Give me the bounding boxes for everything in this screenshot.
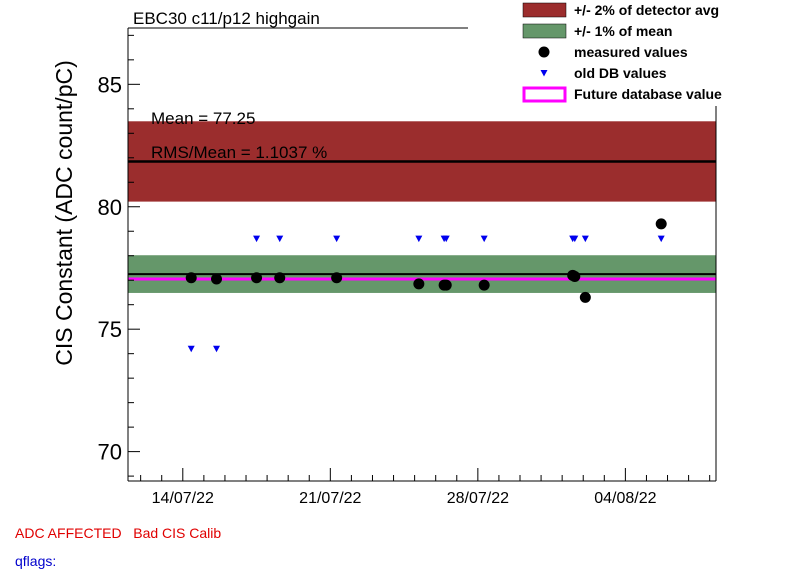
- legend-label: +/- 2% of detector avg: [574, 2, 719, 18]
- old-db-point: [442, 235, 450, 243]
- old-db-point: [213, 345, 221, 353]
- flags-text: ADC AFFECTED Bad CIS Calib: [15, 525, 222, 541]
- rms-annotation: RMS/Mean = 1.1037 %: [151, 143, 327, 162]
- y-tick-label: 80: [98, 195, 122, 220]
- measured-point: [413, 278, 425, 290]
- measured-point: [331, 272, 343, 284]
- measured-point: [251, 272, 263, 284]
- measured-point: [211, 273, 223, 285]
- old-db-point: [581, 235, 589, 243]
- y-tick-label: 75: [98, 317, 122, 342]
- x-tick-label: 28/07/22: [447, 490, 509, 507]
- qflags-text: qflags:: [15, 553, 57, 569]
- old-db-point: [187, 345, 195, 353]
- old-db-point: [415, 235, 423, 243]
- measured-point: [274, 272, 286, 284]
- measured-point: [185, 272, 197, 284]
- legend-label: Future database value: [574, 86, 722, 102]
- legend-label: measured values: [574, 44, 688, 60]
- y-tick-label: 70: [98, 440, 122, 465]
- reference-lines: [128, 160, 716, 281]
- measured-point: [478, 279, 490, 291]
- x-tick-label: 21/07/22: [299, 490, 361, 507]
- legend-swatch: [522, 86, 567, 103]
- legend-swatch: [522, 2, 567, 18]
- legend-swatch: [522, 23, 567, 39]
- x-tick-label: 04/08/22: [594, 490, 656, 507]
- legend-marker: [540, 70, 548, 77]
- old-db-point: [333, 235, 341, 243]
- x-tick-label: 14/07/22: [152, 490, 214, 507]
- measured-point: [655, 218, 667, 230]
- old-db-point: [276, 235, 284, 243]
- old-db-point: [253, 235, 261, 243]
- chart-title: EBC30 c11/p12 highgain: [133, 9, 320, 28]
- y-axis-label: CIS Constant (ADC count/pC): [51, 60, 77, 366]
- y-tick-label: 85: [98, 72, 122, 97]
- old-db-point: [657, 235, 665, 243]
- old-db-point: [571, 235, 579, 243]
- mean-annotation: Mean = 77.25: [151, 109, 255, 128]
- measured-point: [569, 271, 581, 283]
- legend-background: [468, 0, 751, 106]
- legend-label: old DB values: [574, 65, 667, 81]
- legend: +/- 2% of detector avg +/- 1% of mean meas…: [468, 0, 751, 106]
- measured-point: [440, 279, 452, 291]
- old-db-point: [480, 235, 488, 243]
- data-points: [185, 218, 667, 353]
- measured-point: [579, 291, 591, 303]
- legend-label: +/- 1% of mean: [574, 23, 672, 39]
- legend-marker: [538, 46, 550, 58]
